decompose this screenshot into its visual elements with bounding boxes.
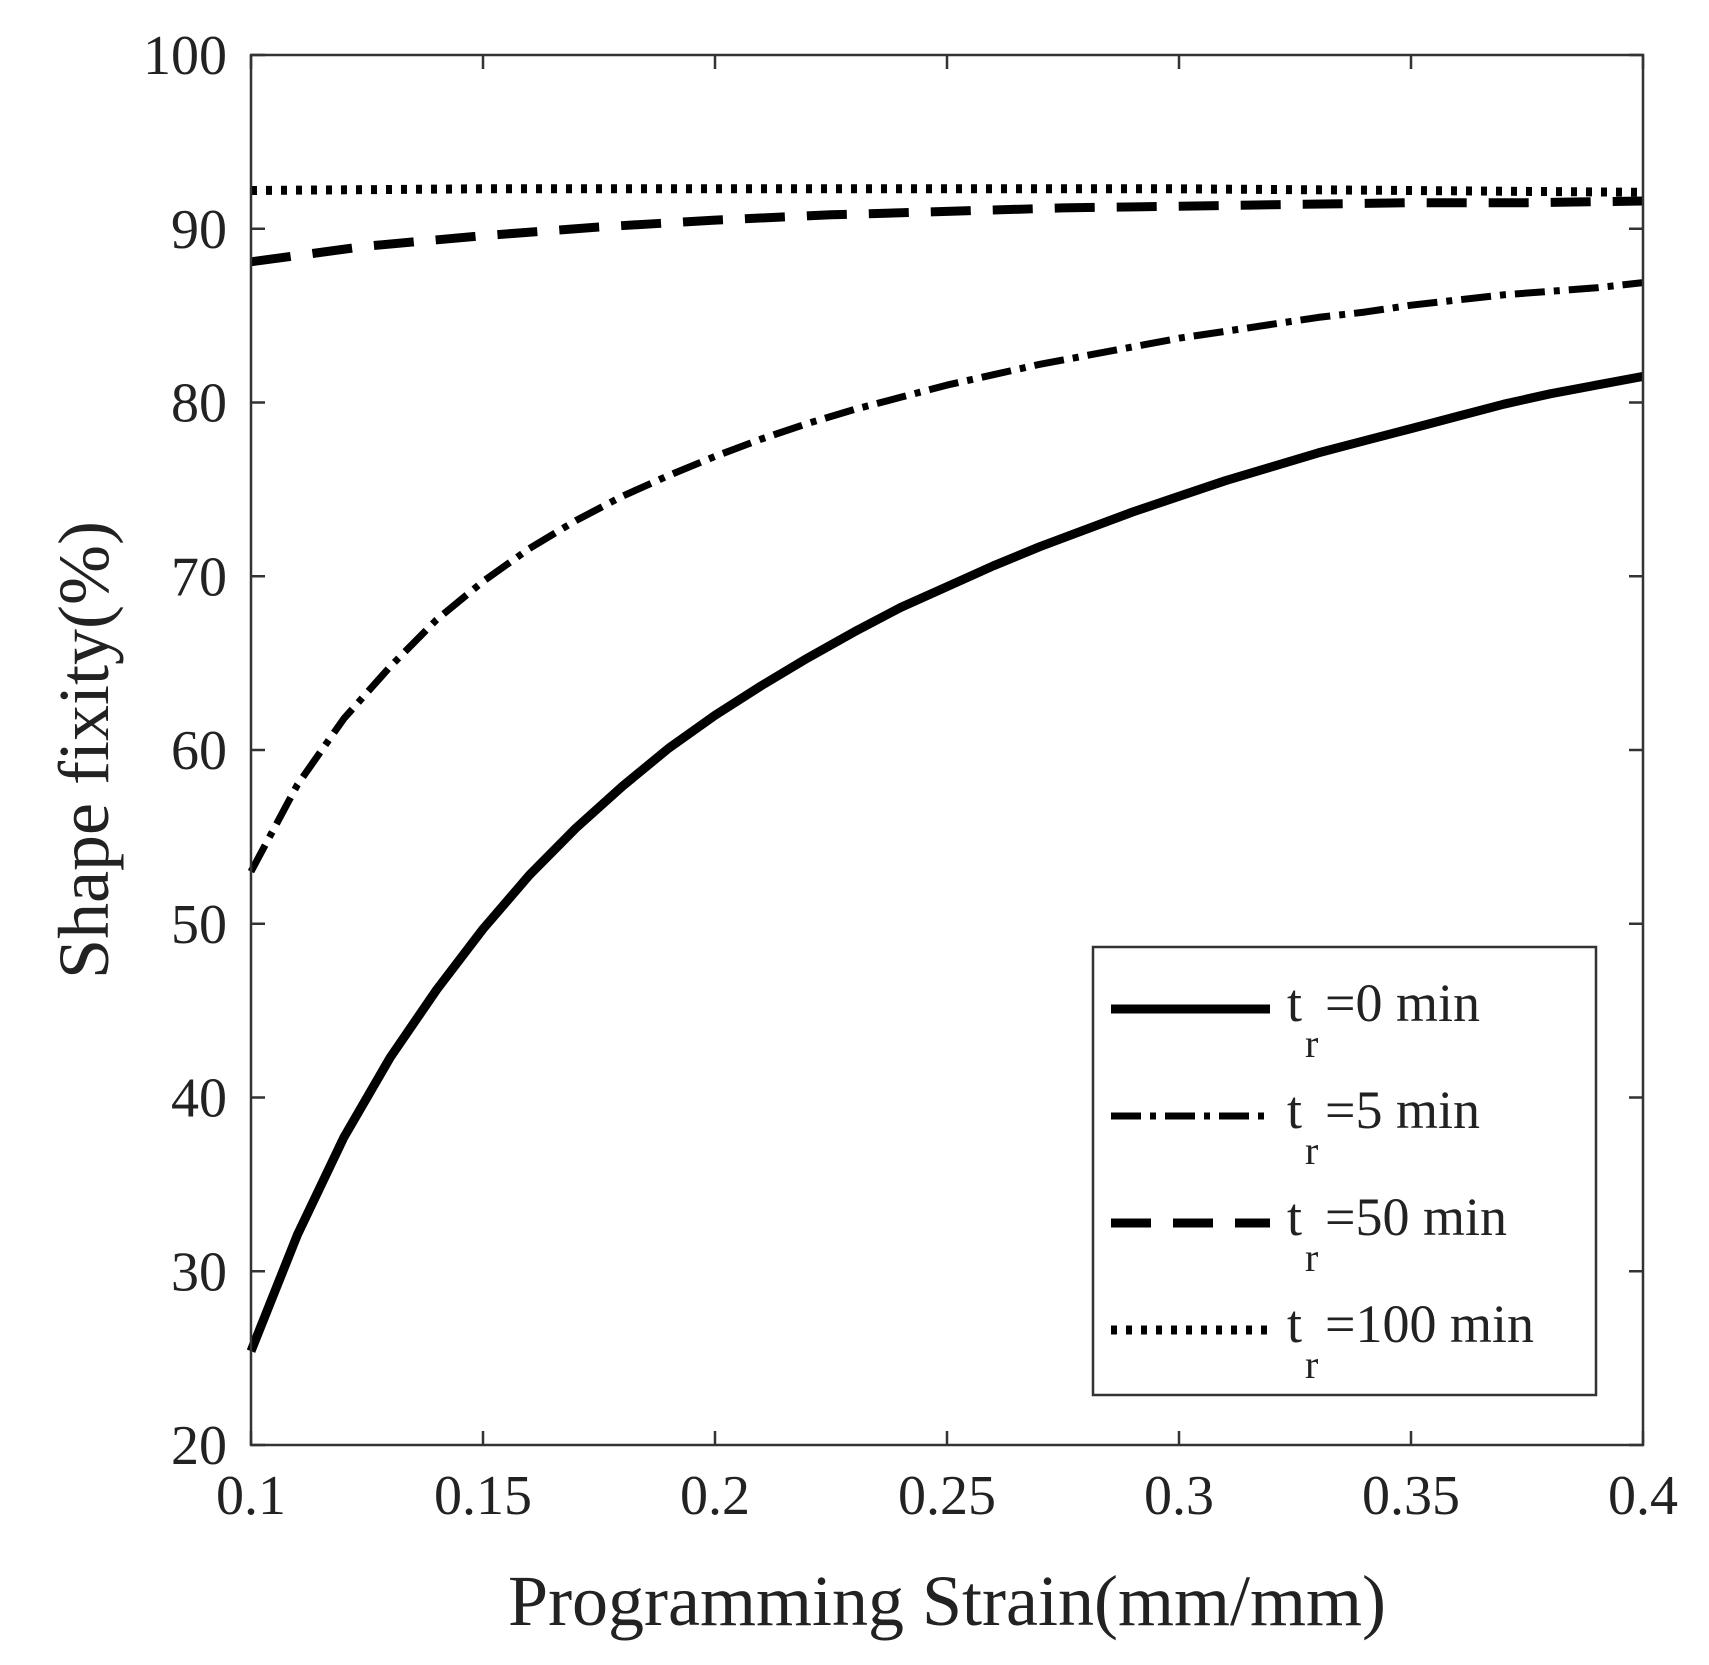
legend-box <box>1091 945 1598 1397</box>
tick-layer: 0.1 0.15 0.2 0.25 0.3 0.35 0.4 20 30 40 50 60 70 80 90… <box>143 25 1678 1527</box>
legend-label-main: t <box>1287 973 1302 1033</box>
x-axis-label: Programming Strain(mm/mm) <box>508 1561 1386 1641</box>
y-tick-label: 90 <box>171 199 227 261</box>
series-layer <box>246 184 1644 1353</box>
y-tick-label: 30 <box>171 1241 227 1303</box>
y-axis-label: Shape fixity(%) <box>44 521 124 979</box>
legend-label-sub: r <box>1305 1342 1318 1387</box>
legend-label-rest: =0 min <box>1325 973 1480 1033</box>
series-line-3 <box>250 196 1644 267</box>
legend-label-sub: r <box>1305 1128 1318 1173</box>
x-tick-label: 0.35 <box>1362 1465 1460 1527</box>
y-tick-label: 50 <box>171 894 227 956</box>
y-tick-label: 60 <box>171 720 227 782</box>
y-tick-label: 40 <box>171 1068 227 1130</box>
legend-label-main: t <box>1287 1294 1302 1354</box>
legend-label-rest: =50 min <box>1325 1187 1507 1247</box>
legend-label-sub: r <box>1305 1235 1318 1280</box>
y-tick-label: 70 <box>171 546 227 608</box>
legend-label-rest: =5 min <box>1325 1080 1480 1140</box>
y-tick-label: 100 <box>143 25 227 87</box>
x-tick-label: 0.4 <box>1608 1465 1678 1527</box>
x-tick-label: 0.25 <box>898 1465 996 1527</box>
y-tick-label: 80 <box>171 373 227 435</box>
legend-label-rest: =100 min <box>1325 1294 1534 1354</box>
y-tick-label: 20 <box>171 1415 227 1477</box>
series-line-4 <box>250 184 1644 197</box>
series-line-2 <box>247 279 1644 874</box>
series-line-1 <box>246 371 1644 1353</box>
legend-label-main: t <box>1287 1187 1302 1247</box>
legend-label-sub: r <box>1305 1021 1318 1066</box>
x-tick-label: 0.3 <box>1144 1465 1214 1527</box>
legend-label-main: t <box>1287 1080 1302 1140</box>
x-tick-label: 0.15 <box>434 1465 532 1527</box>
x-tick-label: 0.1 <box>216 1465 286 1527</box>
x-tick-label: 0.2 <box>680 1465 750 1527</box>
